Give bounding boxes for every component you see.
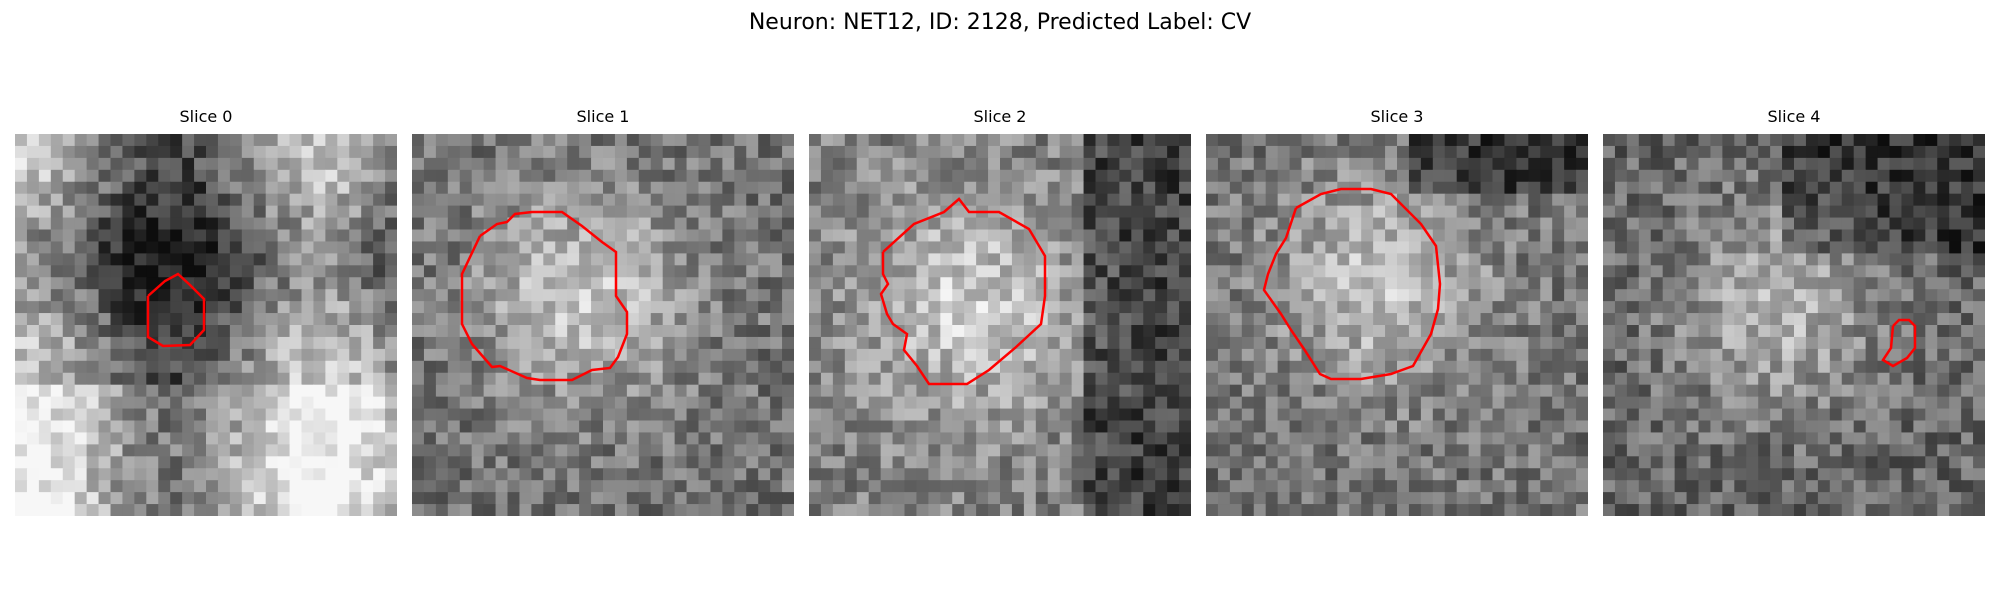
slice-title: Slice 2 — [973, 107, 1027, 126]
segmentation-contour — [1262, 187, 1442, 381]
slice-panel-1: Slice 1 — [412, 106, 794, 516]
slice-panel-2: Slice 2 — [809, 106, 1191, 516]
slice-title: Slice 0 — [179, 107, 233, 126]
slice-panel-0: Slice 0 — [15, 106, 397, 516]
slice-image — [809, 134, 1191, 516]
slice-title: Slice 4 — [1767, 107, 1821, 126]
slice-image — [412, 134, 794, 516]
slice-panel-3: Slice 3 — [1206, 106, 1588, 516]
slice-panel-4: Slice 4 — [1603, 106, 1985, 516]
figure-title: Neuron: NET12, ID: 2128, Predicted Label… — [748, 10, 1252, 35]
segmentation-contour — [460, 210, 629, 382]
slice-image — [15, 134, 397, 516]
slice-title: Slice 3 — [1370, 107, 1424, 126]
segmentation-contour — [879, 197, 1047, 386]
slice-image — [1603, 134, 1985, 516]
slice-title: Slice 1 — [576, 107, 630, 126]
slice-image — [1206, 134, 1588, 516]
segmentation-contour — [146, 272, 206, 348]
segmentation-contour — [1881, 318, 1917, 368]
